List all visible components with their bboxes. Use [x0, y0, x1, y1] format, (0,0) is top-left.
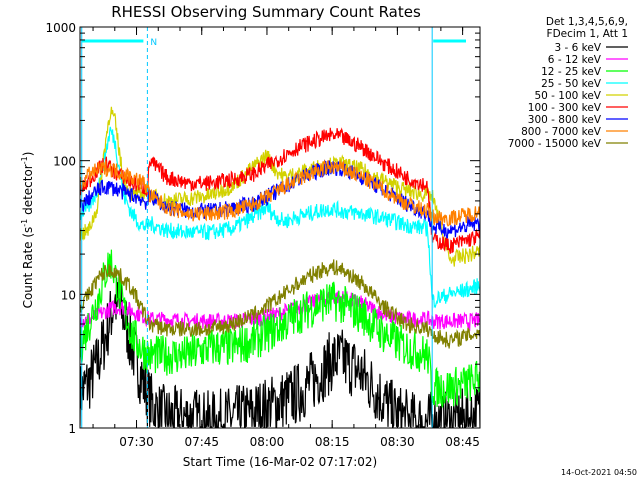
series-line-3 — [80, 126, 480, 309]
y-axis-label-mid: detector — [21, 164, 35, 219]
y-axis-label-end: ) — [21, 152, 35, 157]
y-axis-label: Count Rate (s-1 detector-1) — [20, 152, 35, 309]
y-tick-label-1: 10 — [61, 288, 76, 302]
series-line-2 — [80, 249, 480, 409]
footer-timestamp: 14-Oct-2021 04:50 — [561, 468, 637, 477]
legend-entry-2: 12 - 25 keV — [541, 66, 602, 78]
chart-title: RHESSI Observing Summary Count Rates — [111, 3, 421, 21]
legend-header-1: FDecim 1, Att 1 — [547, 28, 628, 40]
legend-entry-8: 7000 - 15000 keV — [508, 138, 602, 150]
y-axis-label-sup2: -1 — [20, 156, 29, 164]
x-tick-label-5: 08:45 — [445, 435, 480, 449]
x-tick-label-1: 07:45 — [184, 435, 219, 449]
y-axis-label-main: Count Rate (s — [21, 227, 35, 309]
legend-entry-3: 25 - 50 keV — [541, 78, 602, 90]
plot-frame — [79, 26, 481, 429]
flag-label: N — [150, 38, 157, 48]
series-line-8 — [80, 259, 480, 349]
plot-area — [80, 27, 480, 428]
y-tick-label-3: 1000 — [45, 21, 76, 35]
series-line-5 — [80, 127, 480, 254]
x-tick-label-0: 07:30 — [119, 435, 154, 449]
series-line-0 — [80, 277, 480, 428]
y-tick-label-0: 1 — [68, 422, 76, 436]
x-axis-label: Start Time (16-Mar-02 07:17:02) — [183, 455, 377, 469]
legend-entry-7: 800 - 7000 keV — [521, 126, 602, 138]
x-tick-label-2: 08:00 — [250, 435, 285, 449]
legend-entry-4: 50 - 100 keV — [534, 90, 601, 102]
x-tick-label-3: 08:15 — [315, 435, 350, 449]
x-tick-label-4: 08:30 — [380, 435, 415, 449]
y-tick-label-2: 100 — [53, 155, 76, 169]
legend-entry-5: 100 - 300 keV — [528, 102, 602, 114]
legend-entry-6: 300 - 800 keV — [528, 114, 602, 126]
legend-header-0: Det 1,3,4,5,6,9, — [546, 16, 628, 28]
y-axis-label-sup1: -1 — [20, 219, 29, 227]
series-line-7 — [80, 159, 480, 227]
legend-entry-1: 6 - 12 keV — [548, 54, 602, 66]
legend-entry-0: 3 - 6 keV — [554, 42, 601, 54]
